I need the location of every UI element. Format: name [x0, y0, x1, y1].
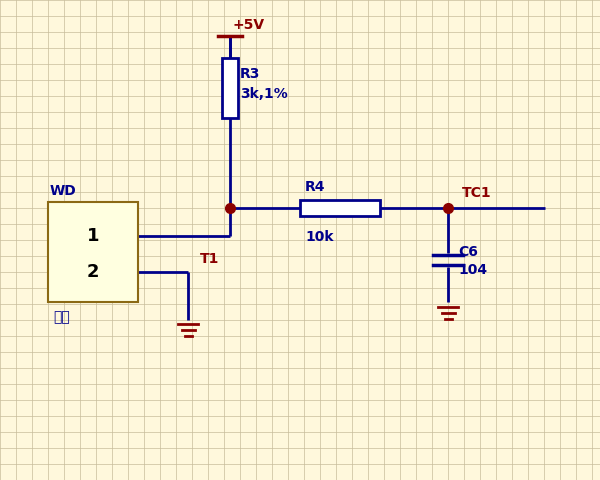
Text: C6: C6	[458, 245, 478, 259]
Bar	[222, 58, 238, 118]
Text: 1: 1	[87, 227, 99, 245]
Text: T1: T1	[200, 252, 220, 266]
Text: 2: 2	[87, 263, 99, 281]
Text: 3k,1%: 3k,1%	[240, 87, 288, 101]
Bar	[48, 202, 138, 302]
Text: 10k: 10k	[305, 230, 334, 244]
Text: 温度: 温度	[53, 310, 70, 324]
Text: TC1: TC1	[462, 186, 491, 200]
Text: +5V: +5V	[233, 18, 265, 32]
Text: R3: R3	[240, 67, 260, 81]
Text: WD: WD	[50, 184, 77, 198]
Bar	[300, 200, 380, 216]
Text: R4: R4	[305, 180, 325, 194]
Text: 104: 104	[458, 263, 487, 277]
